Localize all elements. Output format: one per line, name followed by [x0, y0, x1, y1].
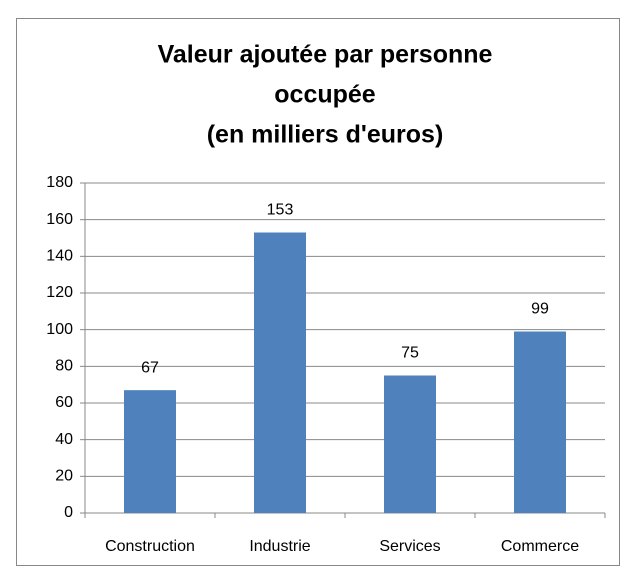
- x-tick-label: Services: [379, 538, 440, 555]
- y-tick-label: 80: [55, 358, 73, 375]
- y-tick-label: 100: [46, 321, 73, 338]
- x-tick-label: Industrie: [249, 538, 310, 555]
- bar: [124, 390, 176, 513]
- chart-title: Valeur ajoutée par personne: [158, 41, 493, 69]
- y-tick-label: 140: [46, 248, 73, 265]
- y-tick-label: 60: [55, 394, 73, 411]
- y-tick-label: 120: [46, 284, 73, 301]
- bar: [384, 375, 436, 513]
- chart-title: (en milliers d'euros): [207, 121, 444, 149]
- y-tick-label: 40: [55, 431, 73, 448]
- data-label: 67: [141, 359, 159, 376]
- bar: [254, 232, 306, 513]
- x-tick-label: Construction: [105, 538, 195, 555]
- data-label: 99: [531, 301, 549, 318]
- y-tick-label: 180: [46, 174, 73, 191]
- data-label: 153: [267, 202, 294, 219]
- y-tick-label: 20: [55, 468, 73, 485]
- y-tick-label: 0: [64, 504, 73, 521]
- chart-title: occupée: [274, 81, 376, 109]
- data-label: 75: [401, 345, 419, 362]
- x-tick-label: Commerce: [501, 538, 579, 555]
- bar: [514, 331, 566, 513]
- y-tick-label: 160: [46, 211, 73, 228]
